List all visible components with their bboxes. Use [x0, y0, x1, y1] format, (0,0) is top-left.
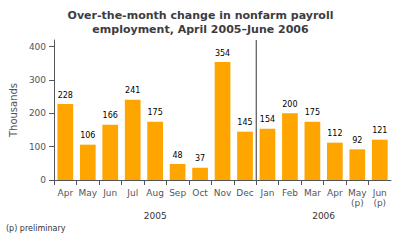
svg-text:Jun: Jun — [372, 188, 387, 198]
svg-text:Mar: Mar — [304, 188, 321, 198]
svg-text:Aug: Aug — [146, 188, 164, 198]
svg-text:Apr: Apr — [327, 188, 343, 198]
svg-text:Over-the-month change in nonfa: Over-the-month change in nonfarm payroll — [68, 9, 334, 22]
svg-text:2005: 2005 — [144, 211, 167, 221]
svg-text:May: May — [348, 188, 367, 198]
svg-text:354: 354 — [215, 49, 230, 58]
svg-text:300: 300 — [29, 75, 46, 85]
svg-text:228: 228 — [58, 91, 73, 100]
svg-text:92: 92 — [352, 136, 362, 145]
svg-text:Jul: Jul — [126, 188, 138, 198]
svg-text:200: 200 — [282, 100, 297, 109]
svg-text:Thousands: Thousands — [8, 83, 19, 138]
svg-text:154: 154 — [260, 115, 275, 124]
svg-text:May: May — [78, 188, 97, 198]
svg-text:Sep: Sep — [169, 188, 186, 198]
svg-text:145: 145 — [237, 118, 252, 127]
svg-text:Apr: Apr — [58, 188, 74, 198]
svg-text:175: 175 — [148, 108, 163, 117]
svg-text:(p): (p) — [373, 198, 386, 208]
svg-text:106: 106 — [80, 131, 95, 140]
svg-text:121: 121 — [372, 126, 387, 135]
svg-text:100: 100 — [29, 142, 46, 152]
svg-text:241: 241 — [125, 86, 140, 95]
svg-text:(p): (p) — [351, 198, 364, 208]
svg-text:112: 112 — [327, 129, 342, 138]
svg-text:200: 200 — [29, 108, 46, 118]
svg-text:37: 37 — [195, 154, 205, 163]
svg-text:employment, April 2005–June 20: employment, April 2005–June 2006 — [92, 23, 309, 36]
svg-text:48: 48 — [173, 151, 183, 160]
svg-text:175: 175 — [305, 108, 320, 117]
svg-text:166: 166 — [103, 111, 118, 120]
svg-text:2006: 2006 — [312, 211, 335, 221]
svg-text:Feb: Feb — [282, 188, 298, 198]
svg-text:Jan: Jan — [260, 188, 275, 198]
svg-text:Oct: Oct — [192, 188, 208, 198]
svg-text:400: 400 — [29, 42, 46, 52]
svg-text:(p) preliminary: (p) preliminary — [6, 224, 66, 233]
svg-text:Dec: Dec — [236, 188, 253, 198]
svg-text:0: 0 — [40, 175, 46, 185]
svg-text:Jun: Jun — [102, 188, 117, 198]
svg-text:Nov: Nov — [214, 188, 232, 198]
